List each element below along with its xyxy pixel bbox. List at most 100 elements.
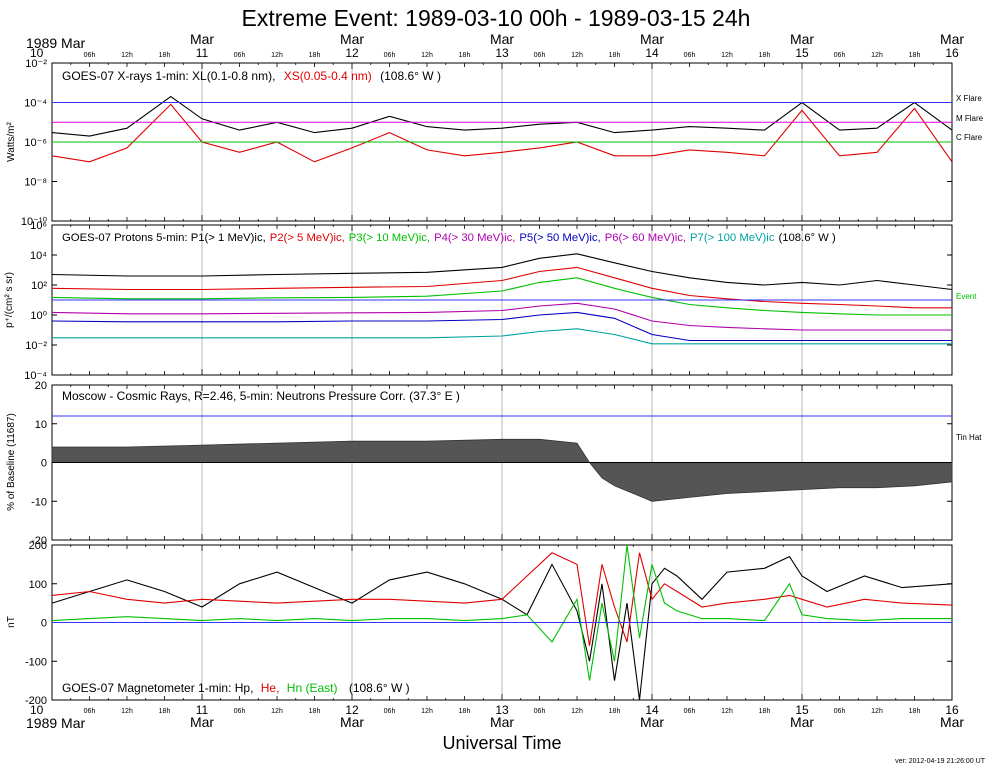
mag-legend-hp: GOES-07 Magnetometer 1-min: Hp, — [62, 681, 253, 695]
y-tick-label: 10⁴ — [30, 250, 47, 262]
day-number-label: 11 — [196, 46, 209, 60]
proton-series-3 — [51, 277, 952, 316]
cosmic-ray-area — [51, 438, 953, 502]
y-tick-label: 200 — [29, 540, 47, 552]
proton-series-5 — [51, 311, 952, 342]
hour-label: 06h — [234, 52, 246, 59]
hour-label: 18h — [459, 52, 471, 59]
proton-legend: GOES-07 Protons 5-min: P1(> 1 MeV)ic, P2(… — [62, 232, 836, 244]
hour-label: 18h — [909, 708, 921, 715]
reference-lines — [52, 102, 952, 623]
hour-label: 18h — [909, 52, 921, 59]
chart-title: Extreme Event: 1989-03-10 00h - 1989-03-… — [242, 5, 751, 31]
hour-label: 06h — [84, 708, 96, 715]
hour-label: 12h — [121, 52, 133, 59]
mag-legend-hn: Hn (East) — [287, 681, 338, 695]
hour-label: 18h — [159, 52, 171, 59]
hour-label: 12h — [421, 708, 433, 715]
y-tick-label: -200 — [25, 695, 47, 707]
hour-label: 06h — [534, 708, 546, 715]
top-axis-year-label: 1989 Mar — [26, 35, 85, 51]
hour-label: 06h — [834, 52, 846, 59]
y-tick-label: 10⁻⁴ — [24, 98, 47, 110]
day-month-label: Mar — [790, 714, 814, 730]
hour-label: 06h — [234, 708, 246, 715]
hour-label: 12h — [421, 52, 433, 59]
y-tick-label: -100 — [25, 656, 47, 668]
day-number-label: 13 — [495, 46, 509, 60]
xray-legend-location: (108.6° W ) — [380, 69, 441, 83]
y-tick-label: 10² — [31, 280, 47, 292]
proton-legend-item: P7(> 100 MeV)ic — [690, 232, 775, 244]
proton-legend-item: P2(> 5 MeV)ic, — [270, 232, 345, 244]
hour-label: 12h — [271, 52, 283, 59]
hour-label: 18h — [609, 52, 621, 59]
c-flare-label: C Flare — [956, 133, 983, 142]
proton-legend-item: (108.6° W ) — [778, 232, 835, 244]
y-tick-label: -20 — [31, 535, 47, 547]
tin-hat-label: Tin Hat — [956, 433, 982, 442]
day-month-label: Mar — [190, 31, 214, 47]
proton-legend-item: P3(> 10 MeV)ic, — [349, 232, 430, 244]
day-number-label: 15 — [795, 703, 809, 717]
cosmic-ylabel: % of Baseline (11687) — [6, 413, 17, 511]
proton-legend-item: P6(> 60 MeV)ic, — [605, 232, 686, 244]
bottom-axis-year-label: 1989 Mar — [26, 715, 85, 731]
proton-series-1 — [51, 253, 953, 291]
day-number-label: 10 — [30, 703, 44, 717]
hour-label: 06h — [834, 708, 846, 715]
day-month-label: Mar — [490, 31, 514, 47]
version-text: ver: 2012-04-19 21:26:00 UT — [895, 758, 986, 765]
hour-label: 12h — [721, 708, 733, 715]
cosmic-legend: Moscow - Cosmic Rays, R=2.46, 5-min: Neu… — [62, 389, 460, 403]
day-number-label: 13 — [495, 703, 509, 717]
mag-legend: GOES-07 Magnetometer 1-min: Hp, He, Hn (… — [62, 681, 410, 695]
day-number-label: 14 — [645, 46, 659, 60]
series-layer — [51, 95, 953, 701]
hour-label: 06h — [684, 52, 696, 59]
day-month-label: Mar — [490, 714, 514, 730]
day-number-label: 14 — [645, 703, 659, 717]
proton-series-2 — [51, 266, 952, 309]
xray-legend: GOES-07 X-rays 1-min: XL(0.1-0.8 nm), XS… — [62, 69, 441, 83]
xray-ylabel: Watts/m² — [6, 122, 17, 162]
y-tick-label: 10⁻⁸ — [24, 177, 47, 189]
hour-label: 06h — [684, 708, 696, 715]
y-tick-label: 100 — [29, 579, 47, 591]
y-tick-label: 10⁻⁶ — [24, 137, 47, 149]
day-number-label: 12 — [345, 703, 359, 717]
hour-label: 12h — [571, 708, 583, 715]
day-number-label: 15 — [795, 46, 809, 60]
hour-label: 06h — [84, 52, 96, 59]
hour-label: 18h — [609, 708, 621, 715]
event-label: Event — [956, 292, 977, 301]
day-number-label: 11 — [196, 703, 209, 717]
y-tick-label: 10⁻² — [25, 340, 47, 352]
day-month-label: Mar — [340, 31, 364, 47]
x-axis-title: Universal Time — [442, 733, 561, 753]
day-month-label: Mar — [940, 714, 964, 730]
hour-label: 18h — [159, 708, 171, 715]
hour-label: 18h — [759, 708, 771, 715]
hour-label: 12h — [271, 708, 283, 715]
day-month-label: Mar — [790, 31, 814, 47]
hour-label: 06h — [534, 52, 546, 59]
hour-label: 12h — [721, 52, 733, 59]
proton-legend-item: P4(> 30 MeV)ic, — [434, 232, 515, 244]
day-number-label: 12 — [345, 46, 359, 60]
xray-legend-xl: GOES-07 X-rays 1-min: XL(0.1-0.8 nm), — [62, 69, 275, 83]
day-month-label: Mar — [640, 714, 664, 730]
y-tick-label: 20 — [35, 380, 47, 392]
mag-ylabel: nT — [6, 616, 17, 628]
y-tick-label: 10⁰ — [30, 310, 47, 322]
mag-series-hn — [51, 544, 952, 681]
y-tick-label: 10⁻⁴ — [24, 370, 47, 382]
hour-label: 18h — [309, 52, 321, 59]
hour-label: 18h — [309, 708, 321, 715]
day-number-label: 16 — [945, 703, 959, 717]
hour-label: 12h — [871, 708, 883, 715]
day-month-label: Mar — [340, 714, 364, 730]
hour-label: 12h — [121, 708, 133, 715]
